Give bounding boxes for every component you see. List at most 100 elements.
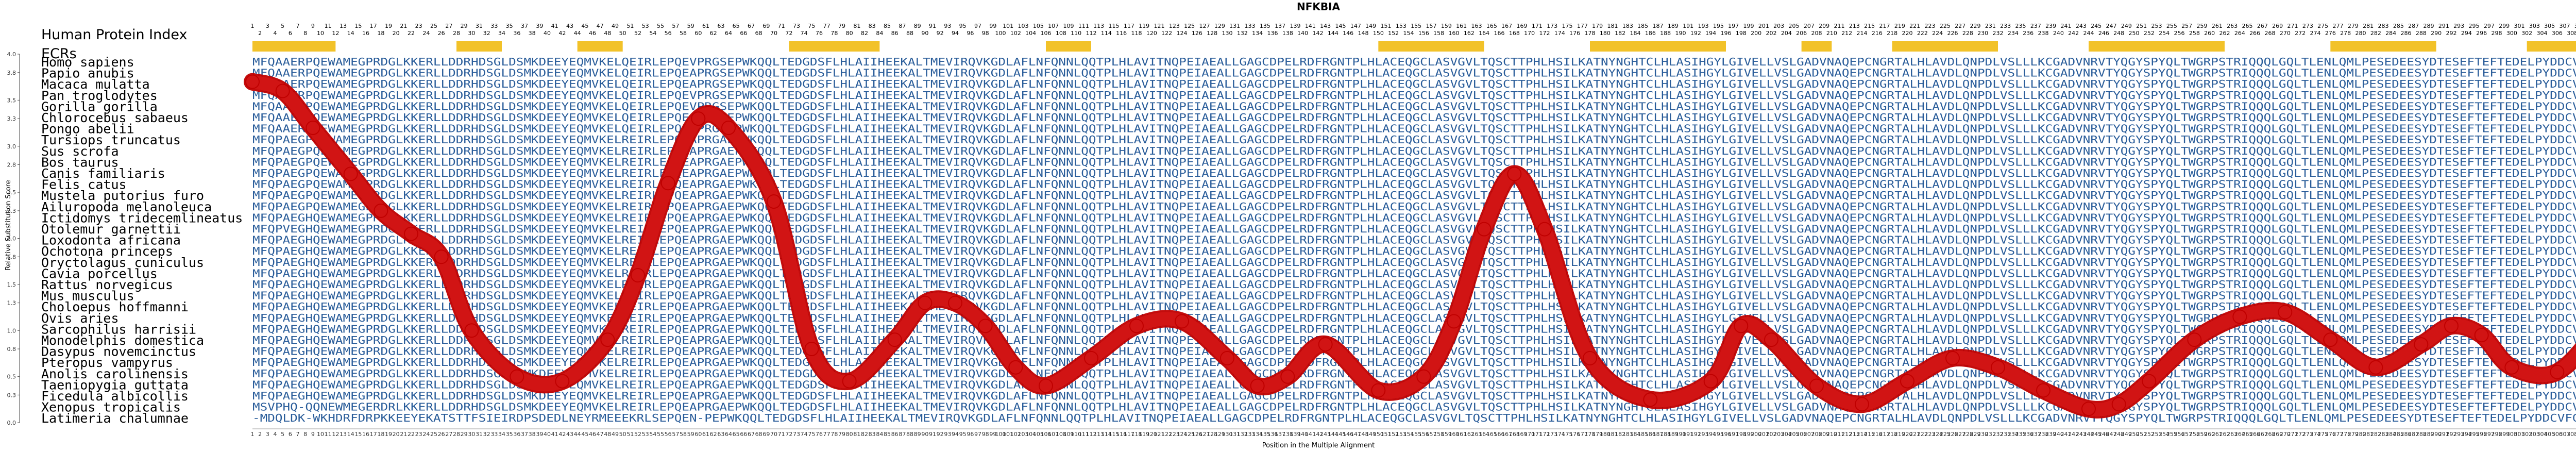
x-tick-label: 241 <box>2061 431 2072 438</box>
x-tick-label: 158 <box>1433 431 1444 438</box>
x-tick-label: 157 <box>1426 431 1437 438</box>
x-tick-label: 301 <box>2514 431 2525 438</box>
score-point <box>510 369 524 384</box>
position-tick-label: 257 <box>2181 23 2192 29</box>
x-tick-label: 108 <box>1056 431 1066 438</box>
score-point <box>948 295 962 310</box>
score-point <box>275 83 290 98</box>
x-tick-label: 113 <box>1093 431 1104 438</box>
position-tick-label: 93 <box>944 23 951 29</box>
x-tick-label: 58 <box>680 431 687 438</box>
x-tick-label: 72 <box>785 431 792 438</box>
position-tick-label: 148 <box>1358 30 1369 37</box>
position-tick-label: 190 <box>1675 30 1686 37</box>
x-tick-label: 203 <box>1773 431 1784 438</box>
position-tick-label: 6 <box>289 30 292 37</box>
x-tick-label: 232 <box>1993 431 2004 438</box>
score-point <box>1583 350 1597 365</box>
score-point <box>245 74 260 89</box>
position-tick-label: 77 <box>823 23 831 29</box>
ecr-block <box>1378 41 1484 52</box>
position-tick-label: 249 <box>2121 23 2132 29</box>
x-tick-label: 50 <box>619 431 626 438</box>
x-tick-label: 142 <box>1313 431 1324 438</box>
x-tick-label: 221 <box>1909 431 1920 438</box>
score-point <box>887 332 902 347</box>
position-tick-label: 188 <box>1660 30 1671 37</box>
position-tick-label: 75 <box>808 23 815 29</box>
x-tick-label: 22 <box>408 431 415 438</box>
position-tick-label: 162 <box>1464 30 1475 37</box>
x-tick-label: 249 <box>2121 431 2132 438</box>
score-point <box>1039 378 1053 393</box>
x-tick-label: 144 <box>1328 431 1338 438</box>
alignment-row: MFQPAEGPQEWAMEGPRDGLKKERLLDDRHDSGLDSMKDE… <box>252 133 2576 146</box>
position-tick-label: 256 <box>2174 30 2185 37</box>
x-tick-label: 95 <box>959 431 967 438</box>
x-tick-label: 235 <box>2015 431 2026 438</box>
x-tick-label: 62 <box>710 431 717 438</box>
position-tick-label: 223 <box>1925 23 1936 29</box>
x-tick-label: 143 <box>1320 431 1331 438</box>
position-tick-label: 17 <box>370 23 377 29</box>
alignment-row: MFQPAEGHQEWAMEGPRDGLKKERLLDDRHDSGLDSMKDE… <box>252 356 2576 369</box>
score-point <box>918 295 933 310</box>
position-tick-label: 253 <box>2151 23 2162 29</box>
species-label: Anolis carolinensis <box>41 366 189 381</box>
x-tick-label: 210 <box>1826 431 1837 438</box>
position-tick-label: 181 <box>1607 23 1618 29</box>
position-tick-label: 115 <box>1109 23 1120 29</box>
alignment-row: MFQPAEGPQEWAMEGPRDGLKKERLLDDRHDSGLDSMKDE… <box>252 189 2576 202</box>
position-tick-label: 30 <box>468 30 475 37</box>
position-tick-label: 92 <box>937 30 944 37</box>
x-tick-label: 271 <box>2287 431 2298 438</box>
score-point <box>2142 374 2157 389</box>
position-tick-label: 259 <box>2197 23 2208 29</box>
species-label: Oryctolagus cuniculus <box>41 255 204 270</box>
x-tick-label: 134 <box>1252 431 1263 438</box>
x-tick-label: 260 <box>2204 431 2215 438</box>
position-tick-label: 100 <box>995 30 1006 37</box>
species-label: Taeniopygia guttata <box>41 377 189 392</box>
species-label: Xenopus tropicalis <box>41 400 181 415</box>
x-tick-label: 155 <box>1411 431 1421 438</box>
x-tick-label: 213 <box>1849 431 1860 438</box>
position-tick-label: 300 <box>2506 30 2517 37</box>
score-point <box>1734 319 1749 333</box>
position-tick-label: 167 <box>1501 23 1512 29</box>
position-tick-label: 193 <box>1698 23 1709 29</box>
position-tick-label: 144 <box>1328 30 1338 37</box>
position-tick-label: 218 <box>1887 30 1897 37</box>
position-tick-label: 271 <box>2287 23 2298 29</box>
species-label: Rattus norvegicus <box>41 277 173 292</box>
x-tick-label: 48 <box>604 431 611 438</box>
score-point <box>842 374 857 389</box>
x-tick-label: 277 <box>2333 431 2344 438</box>
ecr-block <box>577 41 623 52</box>
x-tick-label: 65 <box>733 431 740 438</box>
score-point <box>691 111 706 126</box>
position-tick-label: 212 <box>1841 30 1852 37</box>
x-tick-label: 177 <box>1577 431 1588 438</box>
x-tick-label: 239 <box>2045 431 2056 438</box>
x-tick-label: 41 <box>551 431 558 438</box>
x-tick-label: 156 <box>1418 431 1429 438</box>
position-tick-label: 281 <box>2363 23 2374 29</box>
x-tick-label: 122 <box>1161 431 1172 438</box>
species-label: Dasypus novemcinctus <box>41 344 196 359</box>
x-tick-label: 147 <box>1350 431 1361 438</box>
position-tick-label: 214 <box>1857 30 1868 37</box>
x-axis-label: Position in the Multiple Alignment <box>1262 442 1375 449</box>
alignment-row: MFQPAEGHQEWAMEGPRDGLKKERLLDDRHDSGLDSMKDE… <box>252 300 2576 313</box>
x-tick-label: 102 <box>1010 431 1021 438</box>
position-tick-label: 261 <box>2212 23 2223 29</box>
position-tick-label: 245 <box>2091 23 2102 29</box>
score-point <box>1900 374 1914 389</box>
position-tick-label: 110 <box>1071 30 1081 37</box>
position-tick-label: 226 <box>1947 30 1958 37</box>
x-tick-label: 174 <box>1554 431 1565 438</box>
x-tick-label: 69 <box>762 431 770 438</box>
position-tick-label: 149 <box>1365 23 1376 29</box>
position-tick-label: 117 <box>1124 23 1134 29</box>
alignment-row: MFQAAERPQEWAMEGPRDGLKKERLLDDRHDSGLDSMKDE… <box>252 78 2576 90</box>
